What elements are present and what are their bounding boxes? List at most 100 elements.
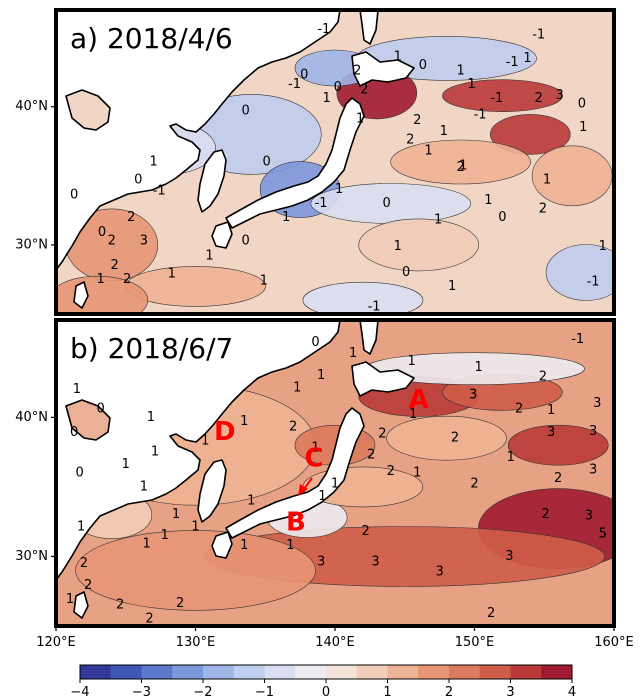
contour-label: -1 [368, 300, 381, 315]
contour-label: 2 [539, 202, 547, 217]
contour-label: 1 [317, 368, 325, 383]
contour-label: 2 [406, 132, 414, 147]
colorbar-swatch [326, 665, 358, 679]
contour-label: -1 [317, 22, 330, 37]
anomaly-region [489, 114, 571, 155]
contour-label: 0 [402, 265, 410, 280]
contour-label: 1 [205, 249, 213, 264]
colorbar-swatch [479, 665, 511, 679]
panel-a-title-box [64, 18, 250, 58]
contour-label: 2 [127, 210, 135, 225]
x-tick-label: 130°E [176, 635, 216, 650]
contour-label: 1 [318, 489, 326, 504]
panel-b-title: b) 2018/6/7 [70, 332, 233, 365]
colorbar-swatch [141, 665, 173, 679]
panel-b-kyushu [211, 531, 233, 559]
contour-label: 2 [515, 402, 523, 417]
panel-a-hokkaido [351, 51, 415, 87]
colorbar-tick-label: −2 [193, 685, 212, 699]
contour-label: 3 [547, 425, 555, 440]
contour-label: 0 [382, 196, 390, 211]
contour-label: 0 [578, 97, 586, 112]
contour-label: -1 [153, 184, 166, 199]
contour-label: 1 [484, 193, 492, 208]
colorbar-tick-label: 4 [568, 685, 576, 699]
contour-label: 1 [191, 520, 199, 535]
contour-label: 3 [589, 463, 597, 478]
contour-label: 0 [98, 225, 106, 240]
contour-label: 2 [362, 524, 370, 539]
contour-label: 2 [176, 596, 184, 611]
contour-label: 2 [413, 113, 421, 128]
panel-a-sst-field [56, 36, 614, 314]
contour-label: 1 [394, 239, 402, 254]
contour-label: 0 [300, 67, 308, 82]
colorbar-swatch [233, 665, 265, 679]
contour-label: 1 [523, 51, 531, 66]
contour-label: 1 [240, 538, 248, 553]
axes-ticks: 30°N 40°N 30°N 40°N 120°E 130°E 140°E 150°E 160°… [15, 99, 634, 650]
contour-label: 3 [371, 555, 379, 570]
x-tick-label: 120°E [36, 635, 76, 650]
contour-label: 1 [161, 528, 169, 543]
contour-label: 1 [468, 77, 476, 92]
panel-a-japan [225, 97, 365, 229]
contour-label: 1 [311, 441, 319, 456]
panel-b-hokkaido [351, 361, 415, 397]
colorbar-swatch [172, 665, 204, 679]
y-tick-label: 40°N [15, 410, 48, 425]
panel-a-korea [197, 149, 227, 213]
panel-a-bay-cutout [65, 89, 111, 131]
colorbar-tick-label: 1 [383, 685, 391, 699]
panel-a-frame [54, 8, 616, 316]
contour-label: 0 [419, 58, 427, 73]
contour-label: -1 [587, 275, 600, 290]
colorbar-tick-label: −1 [255, 685, 274, 699]
colorbar-swatch [510, 665, 542, 679]
contour-label: 0 [70, 425, 78, 440]
x-tick-label: 160°E [594, 635, 634, 650]
panel-b-asia-land [56, 320, 341, 581]
region-letter-a: A [409, 385, 429, 415]
contour-label: 1 [77, 520, 85, 535]
contour-label: 2 [116, 598, 124, 613]
contour-label: 0 [134, 173, 142, 188]
contour-label: 1 [282, 210, 290, 225]
contour-label: 2 [145, 612, 153, 627]
contour-label: 2 [470, 477, 478, 492]
contour-label: 1 [543, 173, 551, 188]
contour-label: -1 [474, 108, 487, 123]
y-tick-label: 30°N [15, 237, 48, 252]
contour-label: 2 [541, 507, 549, 522]
colorbar-swatch [387, 665, 419, 679]
panel-a-asia-land [56, 10, 341, 271]
contour-label: 1 [66, 592, 74, 607]
contour-label: 0 [334, 80, 342, 95]
contour-label: 0 [76, 466, 84, 481]
panel-b-bay-cutout [65, 399, 111, 441]
contour-label: 1 [140, 479, 148, 494]
panel-a-title: a) 2018/4/6 [70, 22, 233, 55]
region-letter-b: B [286, 508, 306, 538]
colorbar-tick-label: 2 [445, 685, 453, 699]
colorbar-swatch [295, 665, 327, 679]
colorbar-swatch [418, 665, 450, 679]
colorbar-tick-label: 0 [322, 685, 330, 699]
colorbar-swatch [356, 665, 388, 679]
x-tick-label: 140°E [315, 635, 355, 650]
contour-label: 2 [353, 63, 361, 78]
contour-label: -1 [490, 91, 503, 106]
contour-label: 2 [289, 420, 297, 435]
y-tick-label: 30°N [15, 549, 48, 564]
panel-a-taiwan [73, 281, 89, 309]
contour-label: 0 [242, 233, 250, 248]
contour-label: 1 [172, 507, 180, 522]
contour-label: 3 [469, 388, 477, 403]
contour-label: 1 [147, 410, 155, 425]
contour-label: 1 [151, 445, 159, 460]
anomaly-region [75, 530, 316, 611]
contour-label: 1 [579, 120, 587, 135]
contour-label: 1 [356, 112, 364, 127]
contour-label: 1 [293, 381, 301, 396]
